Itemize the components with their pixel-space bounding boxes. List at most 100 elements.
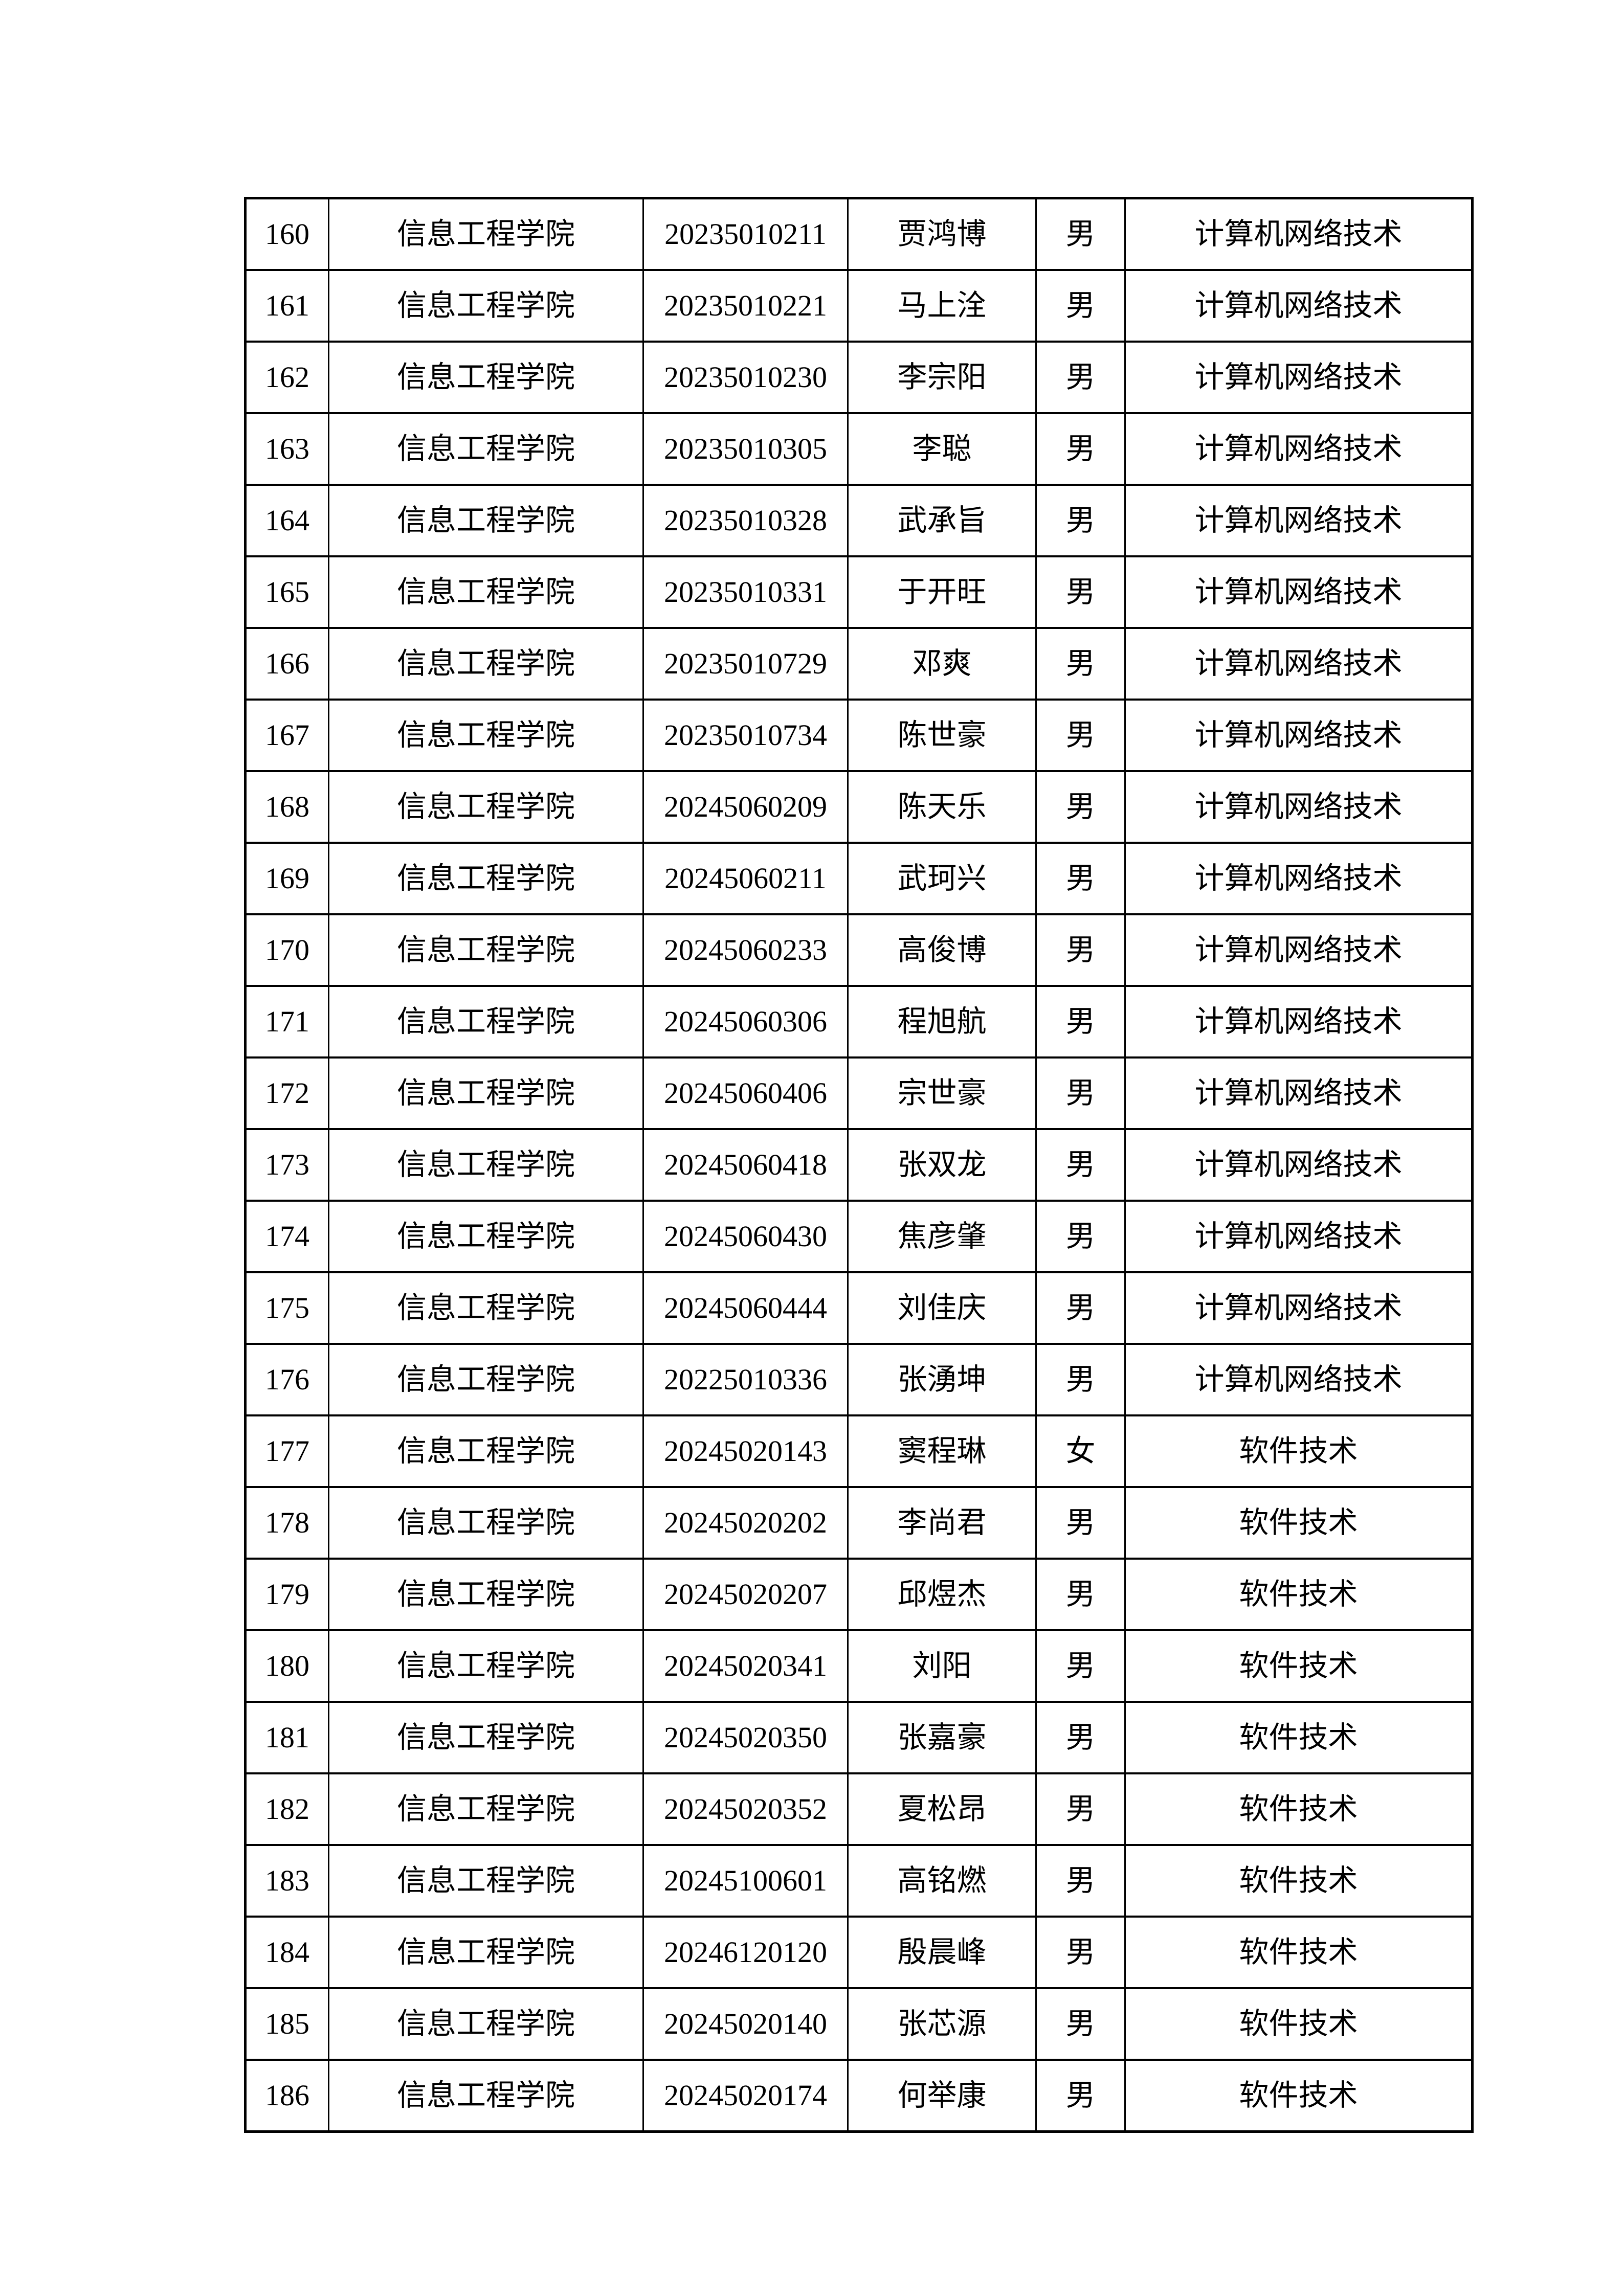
- cell-student-id: 20245020350: [642, 1701, 849, 1774]
- table-row: 179 信息工程学院 20245020207 邱煜杰男软件技术: [244, 1558, 1473, 1631]
- cell-gender: 男: [1035, 1916, 1126, 1989]
- cell-name: 邓爽: [847, 627, 1037, 701]
- cell-gender: 男: [1035, 699, 1126, 772]
- cell-student-id: 20245100601: [642, 1844, 849, 1918]
- cell-college: 信息工程学院: [328, 1414, 644, 1488]
- cell-name: 贾鸿博: [847, 197, 1037, 271]
- cell-name: 宗世豪: [847, 1056, 1037, 1130]
- cell-major: 计算机网络技术: [1124, 197, 1473, 271]
- cell-name: 刘佳庆: [847, 1271, 1037, 1345]
- cell-name: 夏松昂: [847, 1772, 1037, 1846]
- cell-serial: 164: [244, 484, 329, 557]
- cell-gender: 男: [1035, 1558, 1126, 1631]
- cell-gender: 男: [1035, 484, 1126, 557]
- cell-student-id: 20235010331: [642, 555, 849, 629]
- cell-student-id: 20235010221: [642, 269, 849, 343]
- cell-major: 软件技术: [1124, 1916, 1473, 1989]
- cell-student-id: 20225010336: [642, 1343, 849, 1416]
- cell-serial: 178: [244, 1486, 329, 1560]
- cell-college: 信息工程学院: [328, 770, 644, 844]
- table-row: 172 信息工程学院 20245060406 宗世豪男计算机网络技术: [244, 1056, 1473, 1130]
- cell-student-id: 20245020341: [642, 1629, 849, 1703]
- table-row: 170 信息工程学院 20245060233 高俊博男计算机网络技术: [244, 913, 1473, 987]
- cell-student-id: 20245060306: [642, 985, 849, 1059]
- cell-serial: 186: [244, 2059, 329, 2133]
- cell-serial: 180: [244, 1629, 329, 1703]
- cell-name: 刘阳: [847, 1629, 1037, 1703]
- cell-name: 高铭燃: [847, 1844, 1037, 1918]
- cell-gender: 男: [1035, 913, 1126, 987]
- cell-college: 信息工程学院: [328, 1343, 644, 1416]
- cell-major: 计算机网络技术: [1124, 913, 1473, 987]
- cell-name: 窦程琳: [847, 1414, 1037, 1488]
- cell-serial: 182: [244, 1772, 329, 1846]
- cell-student-id: 20245060211: [642, 842, 849, 915]
- cell-name: 殷晨峰: [847, 1916, 1037, 1989]
- cell-serial: 171: [244, 985, 329, 1059]
- cell-student-id: 20245020207: [642, 1558, 849, 1631]
- cell-serial: 170: [244, 913, 329, 987]
- cell-major: 软件技术: [1124, 1629, 1473, 1703]
- cell-gender: 女: [1035, 1414, 1126, 1488]
- cell-gender: 男: [1035, 1701, 1126, 1774]
- cell-college: 信息工程学院: [328, 985, 644, 1059]
- table-row: 166 信息工程学院 20235010729 邓爽男计算机网络技术: [244, 627, 1473, 701]
- cell-major: 计算机网络技术: [1124, 842, 1473, 915]
- cell-name: 张芯源: [847, 1987, 1037, 2061]
- cell-gender: 男: [1035, 269, 1126, 343]
- cell-gender: 男: [1035, 1629, 1126, 1703]
- cell-serial: 160: [244, 197, 329, 271]
- table-row: 183 信息工程学院 20245100601 高铭燃男软件技术: [244, 1844, 1473, 1918]
- cell-major: 计算机网络技术: [1124, 985, 1473, 1059]
- table-row: 175 信息工程学院 20245060444 刘佳庆男计算机网络技术: [244, 1271, 1473, 1345]
- cell-serial: 167: [244, 699, 329, 772]
- cell-major: 软件技术: [1124, 2059, 1473, 2133]
- cell-name: 李聪: [847, 412, 1037, 486]
- cell-college: 信息工程学院: [328, 1844, 644, 1918]
- cell-college: 信息工程学院: [328, 1200, 644, 1273]
- cell-college: 信息工程学院: [328, 627, 644, 701]
- cell-student-id: 20245060209: [642, 770, 849, 844]
- cell-serial: 181: [244, 1701, 329, 1774]
- cell-college: 信息工程学院: [328, 1916, 644, 1989]
- table-row: 160 信息工程学院 20235010211 贾鸿博男计算机网络技术: [244, 197, 1473, 271]
- cell-name: 马上洤: [847, 269, 1037, 343]
- cell-student-id: 20245060444: [642, 1271, 849, 1345]
- cell-major: 软件技术: [1124, 1987, 1473, 2061]
- cell-student-id: 20235010305: [642, 412, 849, 486]
- cell-college: 信息工程学院: [328, 555, 644, 629]
- cell-serial: 175: [244, 1271, 329, 1345]
- cell-name: 李尚君: [847, 1486, 1037, 1560]
- cell-student-id: 20245020352: [642, 1772, 849, 1846]
- cell-name: 邱煜杰: [847, 1558, 1037, 1631]
- cell-name: 于开旺: [847, 555, 1037, 629]
- cell-major: 计算机网络技术: [1124, 1271, 1473, 1345]
- cell-gender: 男: [1035, 1056, 1126, 1130]
- cell-major: 计算机网络技术: [1124, 1343, 1473, 1416]
- cell-gender: 男: [1035, 197, 1126, 271]
- table-row: 164 信息工程学院 20235010328 武承旨男计算机网络技术: [244, 484, 1473, 557]
- cell-gender: 男: [1035, 1486, 1126, 1560]
- cell-name: 张双龙: [847, 1128, 1037, 1202]
- cell-name: 武承旨: [847, 484, 1037, 557]
- cell-serial: 174: [244, 1200, 329, 1273]
- cell-major: 计算机网络技术: [1124, 699, 1473, 772]
- cell-student-id: 20245020140: [642, 1987, 849, 2061]
- table-row: 185 信息工程学院 20245020140 张芯源男软件技术: [244, 1987, 1473, 2061]
- cell-gender: 男: [1035, 555, 1126, 629]
- cell-gender: 男: [1035, 1987, 1126, 2061]
- cell-serial: 184: [244, 1916, 329, 1989]
- student-roster-table: 160 信息工程学院 20235010211 贾鸿博男计算机网络技术 161 信息工程学院…: [244, 197, 1474, 2133]
- cell-major: 软件技术: [1124, 1558, 1473, 1631]
- cell-serial: 177: [244, 1414, 329, 1488]
- cell-major: 计算机网络技术: [1124, 1200, 1473, 1273]
- cell-college: 信息工程学院: [328, 1701, 644, 1774]
- table-row: 176 信息工程学院 20225010336 张湧坤男计算机网络技术: [244, 1343, 1473, 1416]
- cell-major: 计算机网络技术: [1124, 1128, 1473, 1202]
- cell-student-id: 20245060406: [642, 1056, 849, 1130]
- cell-serial: 185: [244, 1987, 329, 2061]
- cell-serial: 179: [244, 1558, 329, 1631]
- cell-serial: 183: [244, 1844, 329, 1918]
- cell-student-id: 20245020143: [642, 1414, 849, 1488]
- cell-major: 计算机网络技术: [1124, 269, 1473, 343]
